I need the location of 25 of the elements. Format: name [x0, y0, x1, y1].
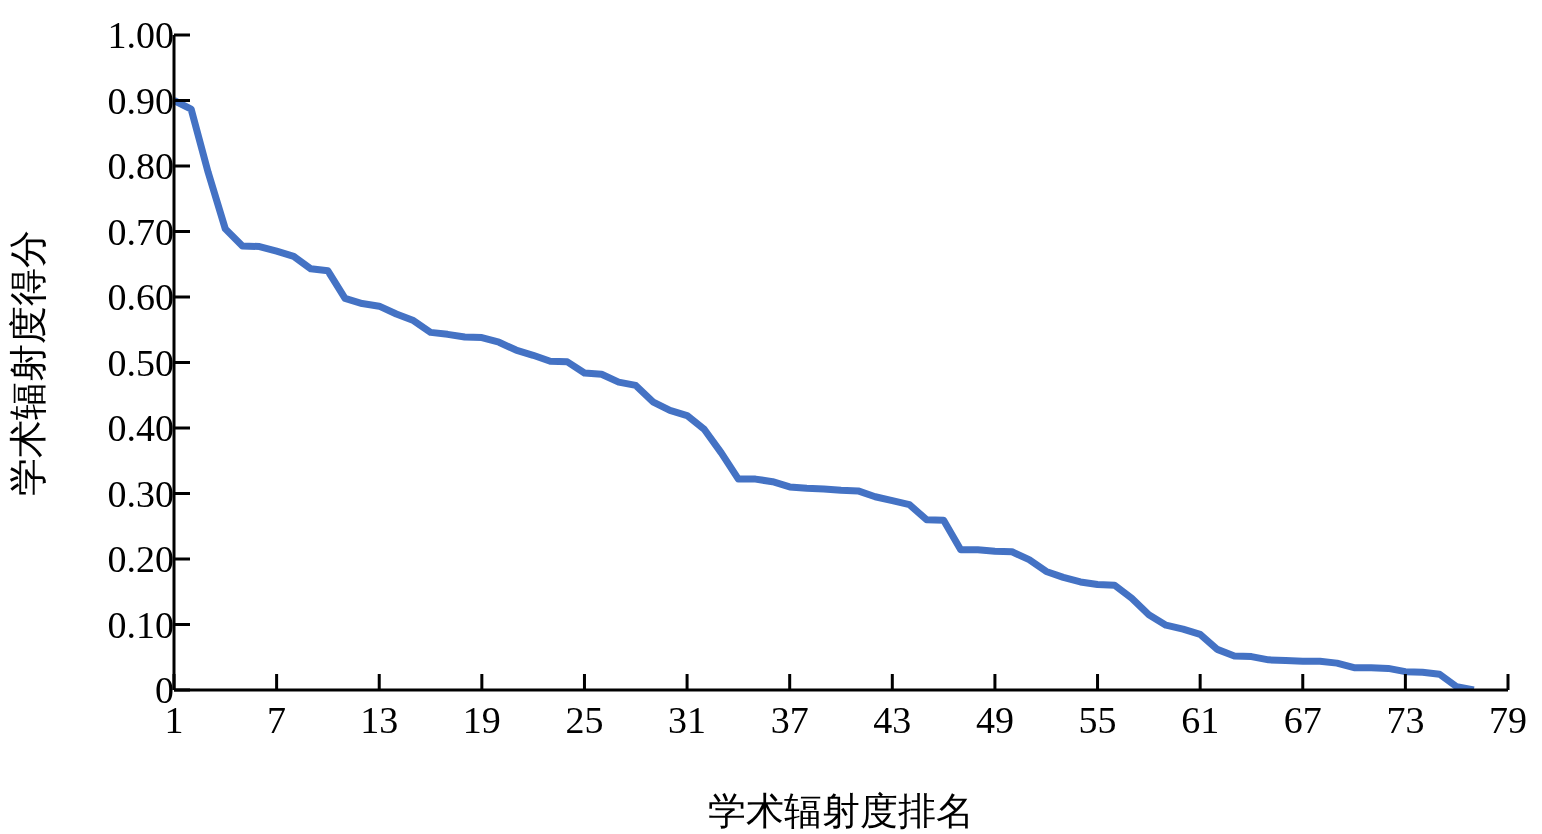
y-tick-label: 0.70: [107, 210, 174, 253]
x-tick-label: 61: [1181, 698, 1220, 741]
y-axis-title: 学术辐射度得分: [7, 229, 50, 496]
x-tick-label: 37: [770, 698, 809, 741]
y-tick-label: 1.00: [107, 14, 174, 57]
x-tick-label: 13: [360, 698, 399, 741]
x-tick-label: 79: [1489, 698, 1527, 741]
x-tick-label: 7: [267, 698, 287, 741]
x-tick-label: 43: [873, 698, 912, 741]
x-tick-label: 67: [1283, 698, 1322, 741]
x-tick-label: 31: [668, 698, 707, 741]
x-tick-label: 49: [975, 698, 1014, 741]
y-tick-label: 0.20: [107, 538, 174, 581]
y-tick-label: 0.80: [107, 145, 174, 188]
y-tick-label: 0.90: [107, 79, 174, 122]
y-tick-label: 0.30: [107, 472, 174, 515]
x-tick-label: 25: [565, 698, 604, 741]
x-axis-title: 学术辐射度排名: [708, 790, 974, 832]
y-tick-label: 0.40: [107, 407, 174, 450]
x-tick-label: 19: [462, 698, 501, 741]
y-tick-label: 0.60: [107, 276, 174, 319]
y-tick-label: 0.50: [107, 341, 174, 384]
x-tick-label: 73: [1386, 698, 1425, 741]
x-tick-label: 55: [1078, 698, 1117, 741]
y-tick-label: 0.10: [107, 603, 174, 646]
